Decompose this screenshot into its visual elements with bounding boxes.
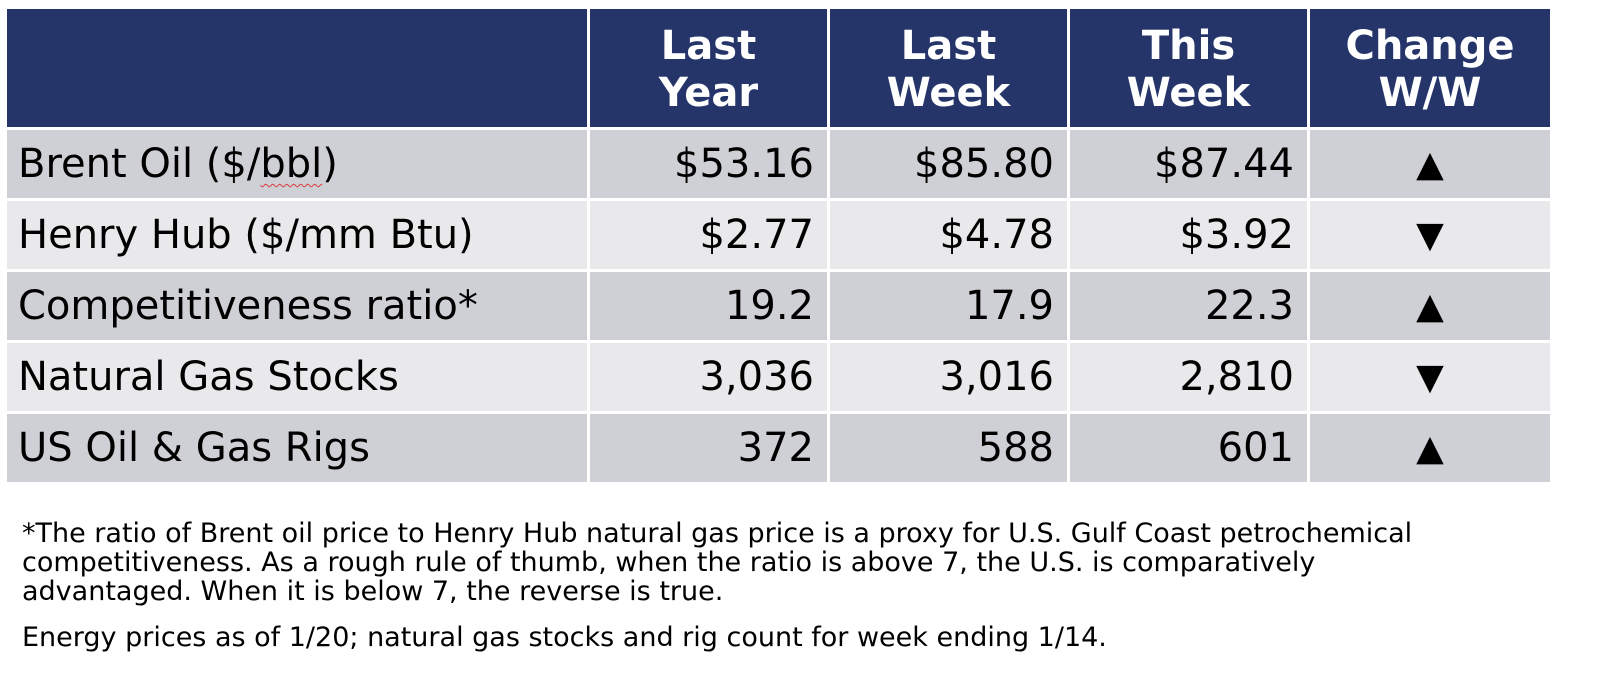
triangle-down-icon: ▼ bbox=[1416, 356, 1444, 398]
footnote-line-3: advantaged. When it is below 7, the reve… bbox=[22, 576, 724, 607]
last-year-value: $53.16 bbox=[590, 130, 827, 198]
row-label: Natural Gas Stocks bbox=[7, 343, 587, 411]
this-week-value: 22.3 bbox=[1070, 272, 1307, 340]
this-week-value: $87.44 bbox=[1070, 130, 1307, 198]
last-week-value: 3,016 bbox=[830, 343, 1067, 411]
last-week-value: 588 bbox=[830, 414, 1067, 482]
table-row-brent-oil: Brent Oil ($/bbl) $53.16 $85.80 $87.44 ▲ bbox=[7, 130, 1550, 198]
row-label: Henry Hub ($/mm Btu) bbox=[7, 201, 587, 269]
spellcheck-flagged-word: bbl bbox=[260, 141, 323, 187]
header-change-line1: Change bbox=[1345, 23, 1515, 69]
this-week-value: $3.92 bbox=[1070, 201, 1307, 269]
last-year-value: 3,036 bbox=[590, 343, 827, 411]
this-week-value: 601 bbox=[1070, 414, 1307, 482]
header-this-week-line1: This bbox=[1141, 23, 1236, 69]
change-cell: ▼ bbox=[1310, 343, 1550, 411]
header-last-year: Last Year bbox=[590, 9, 827, 127]
row-label: Competitiveness ratio* bbox=[7, 272, 587, 340]
change-cell: ▲ bbox=[1310, 272, 1550, 340]
header-this-week-line2: Week bbox=[1126, 70, 1251, 116]
row-label: US Oil & Gas Rigs bbox=[7, 414, 587, 482]
footnote-as-of-date: Energy prices as of 1/20; natural gas st… bbox=[22, 622, 1107, 653]
footnote-ratio-explanation: *The ratio of Brent oil price to Henry H… bbox=[22, 519, 1582, 606]
change-cell: ▼ bbox=[1310, 201, 1550, 269]
last-week-value: 17.9 bbox=[830, 272, 1067, 340]
header-last-year-line1: Last bbox=[660, 23, 757, 69]
triangle-down-icon: ▼ bbox=[1416, 214, 1444, 256]
footnote-line-1: *The ratio of Brent oil price to Henry H… bbox=[22, 518, 1413, 549]
last-year-value: $2.77 bbox=[590, 201, 827, 269]
header-last-week: Last Week bbox=[830, 9, 1067, 127]
header-change-ww: Change W/W bbox=[1310, 9, 1550, 127]
energy-summary-table: Last Year Last Week This Week Change W/W… bbox=[4, 6, 1553, 485]
row-label: Brent Oil ($/bbl) bbox=[7, 130, 587, 198]
change-cell: ▲ bbox=[1310, 414, 1550, 482]
header-last-week-line2: Week bbox=[886, 70, 1011, 116]
triangle-up-icon: ▲ bbox=[1416, 427, 1444, 469]
last-year-value: 372 bbox=[590, 414, 827, 482]
table-row-natural-gas-stocks: Natural Gas Stocks 3,036 3,016 2,810 ▼ bbox=[7, 343, 1550, 411]
triangle-up-icon: ▲ bbox=[1416, 143, 1444, 185]
row-label-suffix: ) bbox=[322, 141, 338, 187]
last-week-value: $85.80 bbox=[830, 130, 1067, 198]
header-label-column bbox=[7, 9, 587, 127]
table-row-henry-hub: Henry Hub ($/mm Btu) $2.77 $4.78 $3.92 ▼ bbox=[7, 201, 1550, 269]
table-row-competitiveness-ratio: Competitiveness ratio* 19.2 17.9 22.3 ▲ bbox=[7, 272, 1550, 340]
header-change-line2: W/W bbox=[1378, 70, 1482, 116]
header-this-week: This Week bbox=[1070, 9, 1307, 127]
table-row-us-oil-gas-rigs: US Oil & Gas Rigs 372 588 601 ▲ bbox=[7, 414, 1550, 482]
footnote-line-2: competitiveness. As a rough rule of thum… bbox=[22, 547, 1316, 578]
triangle-up-icon: ▲ bbox=[1416, 285, 1444, 327]
change-cell: ▲ bbox=[1310, 130, 1550, 198]
header-last-year-line2: Year bbox=[658, 70, 759, 116]
row-label-prefix: Brent Oil ($/ bbox=[18, 141, 261, 187]
header-last-week-line1: Last bbox=[900, 23, 997, 69]
this-week-value: 2,810 bbox=[1070, 343, 1307, 411]
last-week-value: $4.78 bbox=[830, 201, 1067, 269]
table-header-row: Last Year Last Week This Week Change W/W bbox=[7, 9, 1550, 127]
last-year-value: 19.2 bbox=[590, 272, 827, 340]
